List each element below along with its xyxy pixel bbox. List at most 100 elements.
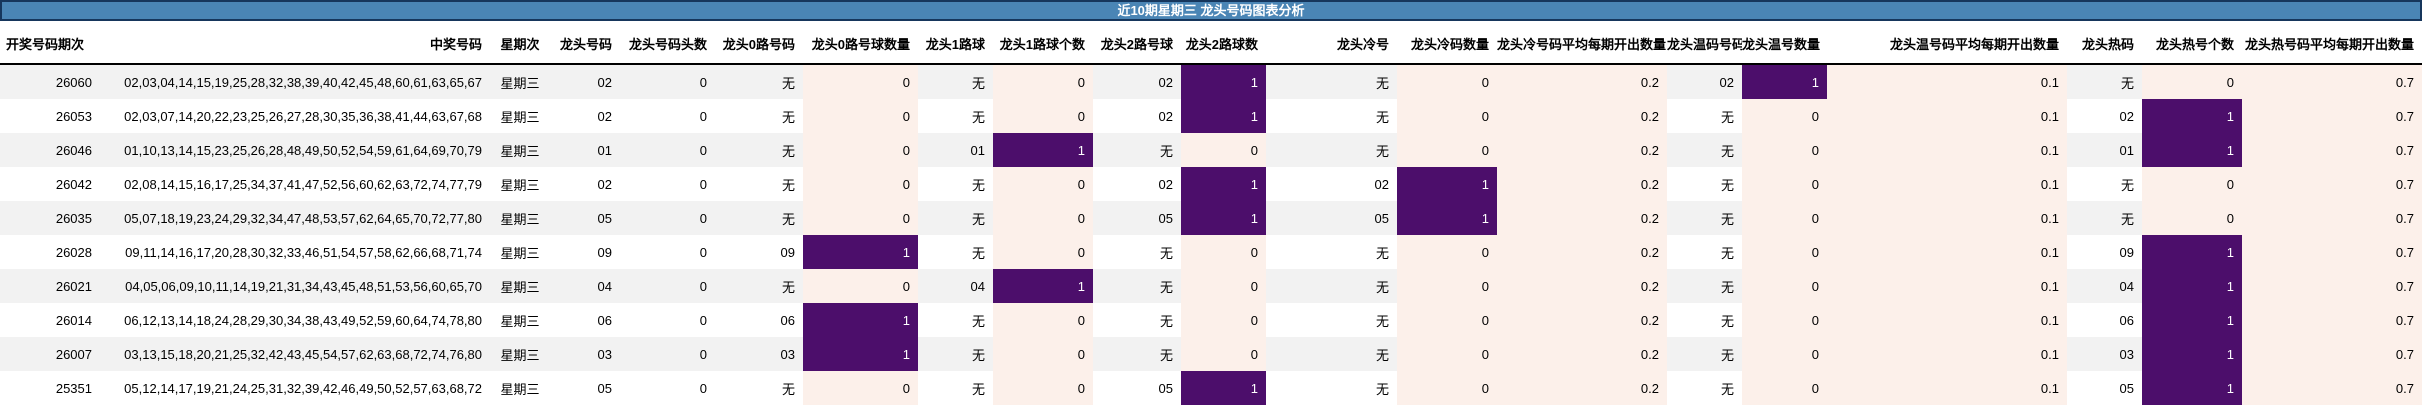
period: 26042 bbox=[0, 167, 100, 201]
page-title: 近10期星期三 龙头号码图表分析 bbox=[0, 0, 2422, 21]
winning-numbers: 09,11,14,16,17,20,28,30,32,33,46,51,54,5… bbox=[100, 235, 490, 269]
leader-number: 05 bbox=[550, 201, 620, 235]
weekday: 星期三 bbox=[490, 235, 550, 269]
hot-number: 02 bbox=[2067, 99, 2142, 133]
warm-number: 无 bbox=[1667, 133, 1742, 167]
road0-number: 无 bbox=[715, 99, 803, 133]
road2-number: 无 bbox=[1093, 337, 1181, 371]
cold-count: 0 bbox=[1397, 235, 1497, 269]
table-header: 开奖号码期次 中奖号码 星期次 龙头号码 龙头号码头数 龙头0路号码 龙头0路号球数量 龙头1… bbox=[0, 23, 2422, 65]
column-header-warm-number: 龙头温码号码 bbox=[1667, 23, 1742, 65]
road1-number: 01 bbox=[918, 133, 993, 167]
warm-count: 0 bbox=[1742, 201, 1827, 235]
weekday: 星期三 bbox=[490, 269, 550, 303]
road2-number: 无 bbox=[1093, 133, 1181, 167]
hot-number: 05 bbox=[2067, 371, 2142, 405]
hot-count: 1 bbox=[2142, 133, 2242, 167]
leader-number: 05 bbox=[550, 371, 620, 405]
weekday: 星期三 bbox=[490, 303, 550, 337]
cold-count: 0 bbox=[1397, 303, 1497, 337]
weekday: 星期三 bbox=[490, 371, 550, 405]
road1-number: 无 bbox=[918, 371, 993, 405]
weekday: 星期三 bbox=[490, 99, 550, 133]
leader-head-count: 0 bbox=[620, 337, 715, 371]
road1-number: 无 bbox=[918, 201, 993, 235]
warm-number: 02 bbox=[1667, 64, 1742, 99]
winning-numbers: 03,13,15,18,20,21,25,32,42,43,45,54,57,6… bbox=[100, 337, 490, 371]
winning-numbers: 02,08,14,15,16,17,25,34,37,41,47,52,56,6… bbox=[100, 167, 490, 201]
road2-number: 无 bbox=[1093, 235, 1181, 269]
hot-number: 06 bbox=[2067, 303, 2142, 337]
cold-average: 0.2 bbox=[1497, 99, 1667, 133]
weekday: 星期三 bbox=[490, 167, 550, 201]
road2-count: 0 bbox=[1181, 235, 1266, 269]
road1-count: 1 bbox=[993, 133, 1093, 167]
road0-count: 0 bbox=[803, 269, 918, 303]
warm-number: 无 bbox=[1667, 201, 1742, 235]
leader-head-count: 0 bbox=[620, 133, 715, 167]
warm-average: 0.1 bbox=[1827, 235, 2067, 269]
road1-number: 无 bbox=[918, 167, 993, 201]
hot-count: 0 bbox=[2142, 201, 2242, 235]
cold-average: 0.2 bbox=[1497, 303, 1667, 337]
table-row: 26053 02,03,07,14,20,22,23,25,26,27,28,30… bbox=[0, 99, 2422, 133]
table-row: 25351 05,12,14,17,19,21,24,25,31,32,39,42… bbox=[0, 371, 2422, 405]
cold-count: 0 bbox=[1397, 133, 1497, 167]
column-header-hot-count: 龙头热号个数 bbox=[2142, 23, 2242, 65]
leader-number: 02 bbox=[550, 64, 620, 99]
cold-number: 02 bbox=[1266, 167, 1397, 201]
hot-average: 0.7 bbox=[2242, 201, 2422, 235]
cold-number: 无 bbox=[1266, 337, 1397, 371]
column-header-hot-average: 龙头热号码平均每期开出数量 bbox=[2242, 23, 2422, 65]
cold-count: 1 bbox=[1397, 167, 1497, 201]
table-row: 26021 04,05,06,09,10,11,14,19,21,31,34,43… bbox=[0, 269, 2422, 303]
cold-number: 无 bbox=[1266, 99, 1397, 133]
road0-number: 无 bbox=[715, 269, 803, 303]
leader-number: 04 bbox=[550, 269, 620, 303]
period: 26053 bbox=[0, 99, 100, 133]
period: 26060 bbox=[0, 64, 100, 99]
cold-count: 0 bbox=[1397, 371, 1497, 405]
column-header-road1-count: 龙头1路球个数 bbox=[993, 23, 1093, 65]
road0-number: 无 bbox=[715, 167, 803, 201]
table-row: 26060 02,03,04,14,15,19,25,28,32,38,39,40… bbox=[0, 64, 2422, 99]
weekday: 星期三 bbox=[490, 201, 550, 235]
winning-numbers: 02,03,04,14,15,19,25,28,32,38,39,40,42,4… bbox=[100, 64, 490, 99]
road0-count: 1 bbox=[803, 235, 918, 269]
period: 26014 bbox=[0, 303, 100, 337]
road1-number: 无 bbox=[918, 235, 993, 269]
road1-count: 0 bbox=[993, 64, 1093, 99]
road2-count: 0 bbox=[1181, 303, 1266, 337]
winning-numbers: 05,12,14,17,19,21,24,25,31,32,39,42,46,4… bbox=[100, 371, 490, 405]
road2-count: 1 bbox=[1181, 99, 1266, 133]
hot-number: 01 bbox=[2067, 133, 2142, 167]
hot-count: 0 bbox=[2142, 64, 2242, 99]
leader-number: 06 bbox=[550, 303, 620, 337]
table-row: 26042 02,08,14,15,16,17,25,34,37,41,47,52… bbox=[0, 167, 2422, 201]
cold-number: 无 bbox=[1266, 303, 1397, 337]
road2-count: 0 bbox=[1181, 269, 1266, 303]
road1-count: 0 bbox=[993, 337, 1093, 371]
road2-number: 02 bbox=[1093, 99, 1181, 133]
column-header-leader-head-count: 龙头号码头数 bbox=[620, 23, 715, 65]
hot-count: 1 bbox=[2142, 99, 2242, 133]
column-header-road1-number: 龙头1路球 bbox=[918, 23, 993, 65]
analysis-table: 开奖号码期次 中奖号码 星期次 龙头号码 龙头号码头数 龙头0路号码 龙头0路号球数量 龙头1… bbox=[0, 23, 2422, 405]
cold-average: 0.2 bbox=[1497, 201, 1667, 235]
warm-number: 无 bbox=[1667, 167, 1742, 201]
road0-count: 1 bbox=[803, 337, 918, 371]
warm-average: 0.1 bbox=[1827, 303, 2067, 337]
column-header-warm-average: 龙头温号码平均每期开出数量 bbox=[1827, 23, 2067, 65]
road2-number: 05 bbox=[1093, 371, 1181, 405]
road0-count: 0 bbox=[803, 167, 918, 201]
warm-number: 无 bbox=[1667, 269, 1742, 303]
cold-count: 0 bbox=[1397, 337, 1497, 371]
column-header-winning-numbers: 中奖号码 bbox=[100, 23, 490, 65]
hot-count: 1 bbox=[2142, 371, 2242, 405]
road0-count: 0 bbox=[803, 371, 918, 405]
road2-count: 1 bbox=[1181, 201, 1266, 235]
warm-count: 0 bbox=[1742, 235, 1827, 269]
cold-average: 0.2 bbox=[1497, 235, 1667, 269]
warm-count: 0 bbox=[1742, 337, 1827, 371]
hot-average: 0.7 bbox=[2242, 235, 2422, 269]
